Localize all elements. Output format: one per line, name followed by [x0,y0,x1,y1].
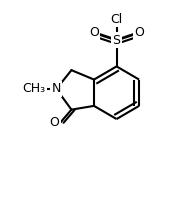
Text: N: N [52,82,61,95]
Text: O: O [89,26,99,39]
Text: Cl: Cl [110,13,123,26]
Text: S: S [113,33,121,47]
Text: O: O [50,116,59,129]
Text: O: O [134,26,144,39]
Text: CH₃: CH₃ [22,82,45,95]
